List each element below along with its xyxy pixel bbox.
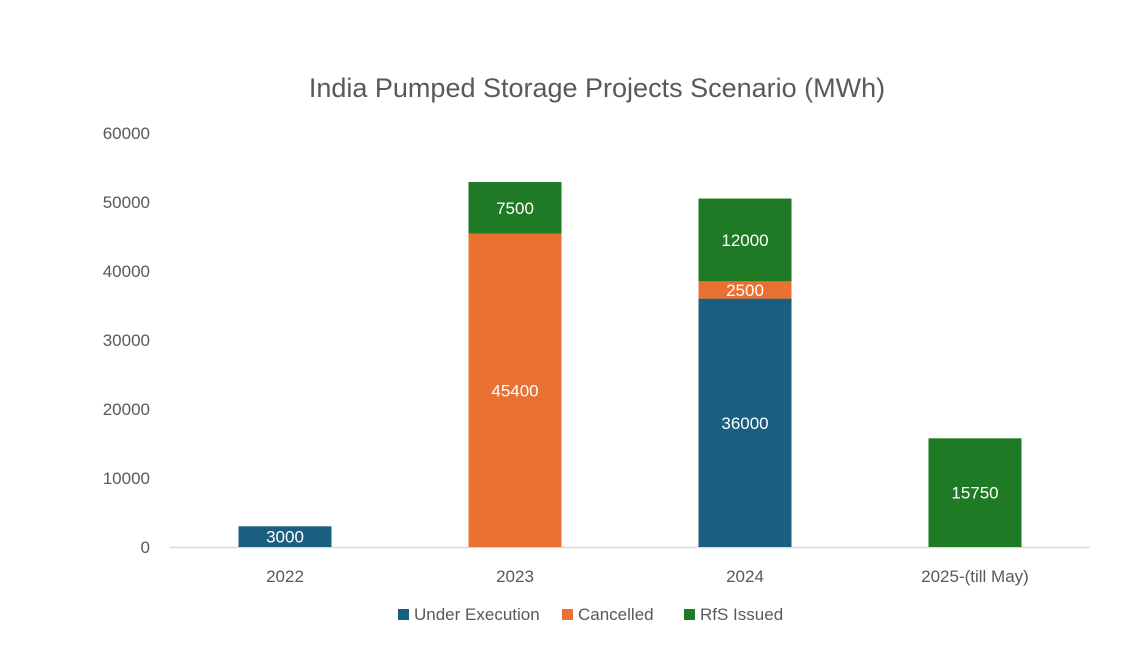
bar-segment bbox=[698, 198, 792, 282]
bar-segment bbox=[238, 526, 332, 547]
legend-swatch bbox=[562, 609, 573, 620]
chart-title: India Pumped Storage Projects Scenario (… bbox=[309, 73, 885, 103]
y-tick-label: 30000 bbox=[103, 331, 150, 350]
legend-label: RfS Issued bbox=[700, 605, 783, 624]
data-label: 15750 bbox=[951, 484, 998, 503]
bar-segment bbox=[928, 438, 1022, 547]
x-tick-label: 2022 bbox=[266, 567, 304, 586]
data-label: 36000 bbox=[721, 414, 768, 433]
x-tick-label: 2023 bbox=[496, 567, 534, 586]
data-label: 7500 bbox=[496, 199, 534, 218]
bar-segment bbox=[468, 233, 562, 548]
bar-segment bbox=[698, 281, 792, 299]
y-tick-label: 10000 bbox=[103, 469, 150, 488]
x-tick-label: 2024 bbox=[726, 567, 764, 586]
legend-label: Under Execution bbox=[414, 605, 540, 624]
bar-segment bbox=[468, 181, 562, 234]
x-tick-label: 2025-(till May) bbox=[921, 567, 1029, 586]
data-label: 2500 bbox=[726, 281, 764, 300]
data-labels: 3000 45400 7500 36000 2500 12000 15750 bbox=[266, 199, 999, 547]
y-tick-label: 40000 bbox=[103, 262, 150, 281]
data-label: 12000 bbox=[721, 231, 768, 250]
legend-swatch bbox=[398, 609, 409, 620]
legend-label: Cancelled bbox=[578, 605, 654, 624]
bar-segment bbox=[698, 298, 792, 547]
data-label: 45400 bbox=[491, 381, 538, 400]
data-label: 3000 bbox=[266, 528, 304, 547]
y-tick-label: 0 bbox=[141, 538, 150, 557]
bars bbox=[238, 181, 1022, 548]
y-tick-label: 20000 bbox=[103, 400, 150, 419]
y-tick-label: 60000 bbox=[103, 124, 150, 143]
x-axis: 2022 2023 2024 2025-(till May) bbox=[170, 546, 1090, 586]
legend: Under Execution Cancelled RfS Issued bbox=[398, 605, 783, 624]
legend-swatch bbox=[684, 609, 695, 620]
y-tick-label: 50000 bbox=[103, 193, 150, 212]
y-axis: 0 10000 20000 30000 40000 50000 60000 bbox=[103, 124, 150, 557]
